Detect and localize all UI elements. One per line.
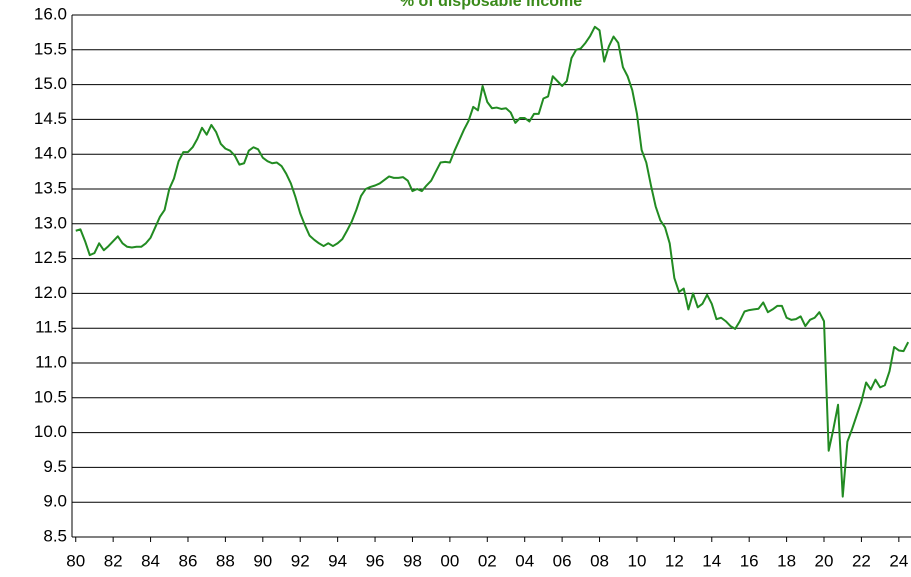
y-tick-label: 12.0 <box>34 283 67 302</box>
x-tick-label: 24 <box>889 551 908 570</box>
y-tick-label: 16.0 <box>34 4 67 23</box>
y-tick-label: 13.0 <box>34 213 67 232</box>
x-tick-label: 08 <box>590 551 609 570</box>
x-tick-label: 04 <box>515 551 534 570</box>
y-tick-label: 8.5 <box>43 526 67 545</box>
x-tick-label: 80 <box>66 551 85 570</box>
chart-title: % of disposable income <box>400 0 582 10</box>
x-tick-label: 02 <box>478 551 497 570</box>
y-tick-label: 15.0 <box>34 74 67 93</box>
x-tick-label: 20 <box>815 551 834 570</box>
x-tick-label: 10 <box>627 551 646 570</box>
x-tick-label: 94 <box>328 551 347 570</box>
x-tick-label: 12 <box>665 551 684 570</box>
y-tick-label: 15.5 <box>34 39 67 58</box>
y-tick-label: 12.5 <box>34 248 67 267</box>
data-line <box>75 25 910 498</box>
x-tick-label: 18 <box>777 551 796 570</box>
x-tick-label: 86 <box>179 551 198 570</box>
y-tick-label: 14.5 <box>34 109 67 128</box>
y-tick-label: 11.0 <box>35 352 67 371</box>
x-tick-label: 92 <box>291 551 310 570</box>
y-tick-label: 11.5 <box>35 318 67 337</box>
x-tick-label: 82 <box>104 551 123 570</box>
x-tick-label: 22 <box>852 551 871 570</box>
y-tick-label: 13.5 <box>34 178 67 197</box>
x-tick-label: 98 <box>403 551 422 570</box>
x-tick-label: 96 <box>366 551 385 570</box>
x-tick-label: 88 <box>216 551 235 570</box>
x-tick-label: 06 <box>553 551 572 570</box>
x-tick-label: 84 <box>141 551 160 570</box>
y-tick-label: 9.5 <box>43 457 67 476</box>
y-tick-label: 9.0 <box>43 492 67 511</box>
x-tick-label: 16 <box>740 551 759 570</box>
x-tick-label: 90 <box>253 551 272 570</box>
y-tick-label: 10.0 <box>34 422 67 441</box>
x-tick-label: 00 <box>440 551 459 570</box>
y-tick-label: 10.5 <box>34 387 67 406</box>
x-tick-label: 14 <box>702 551 721 570</box>
y-tick-label: 14.0 <box>34 144 67 163</box>
